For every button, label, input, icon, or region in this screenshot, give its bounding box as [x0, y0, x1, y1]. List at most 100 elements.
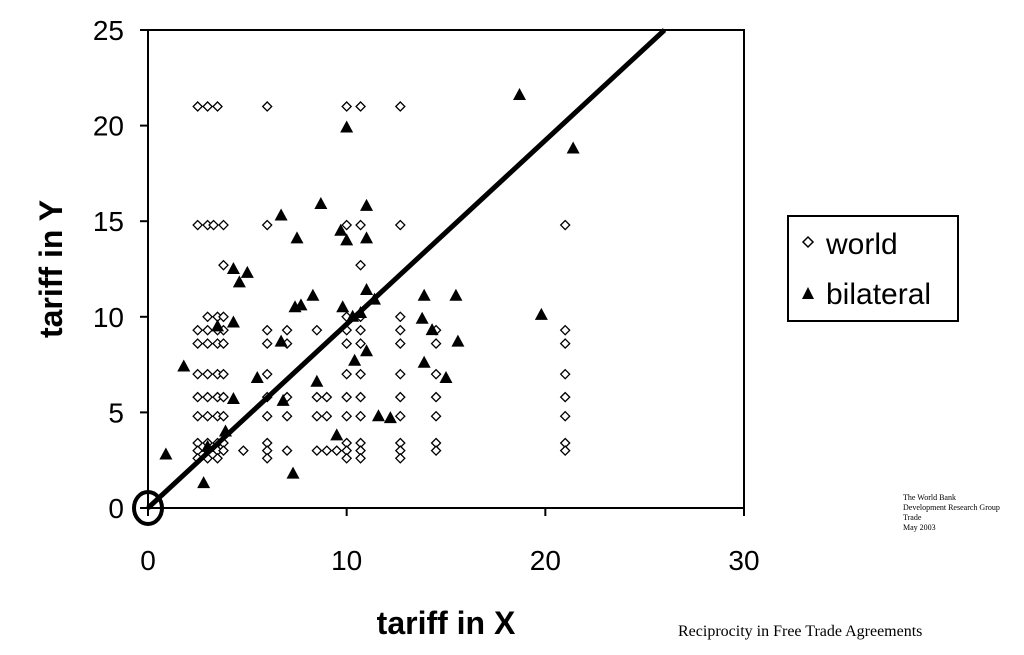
bilateral-point	[451, 334, 465, 347]
bilateral-point	[276, 393, 290, 406]
plot-frame	[147, 29, 745, 509]
world-point	[311, 410, 323, 422]
origin-highlight-circle	[132, 490, 164, 526]
reference-line	[146, 28, 667, 510]
bilateral-point	[360, 198, 374, 211]
world-point	[341, 410, 353, 422]
world-point	[281, 410, 293, 422]
x-tick-label: 30	[728, 545, 759, 576]
world-point	[430, 338, 442, 349]
bilateral-point	[425, 323, 439, 336]
x-tick-label: 10	[331, 545, 362, 576]
world-point	[261, 219, 273, 231]
x-tick-label: 0	[140, 545, 156, 576]
world-point	[261, 368, 273, 380]
publisher-line: May 2003	[903, 523, 936, 532]
bilateral-point	[211, 319, 225, 332]
bilateral-point	[226, 392, 240, 405]
bilateral-point	[336, 300, 350, 313]
bilateral-point	[334, 223, 348, 236]
world-point	[218, 338, 229, 349]
world-point	[559, 391, 571, 403]
bilateral-point	[250, 370, 264, 383]
publisher-line: Development Research Group	[903, 503, 1000, 512]
world-point	[218, 391, 229, 403]
world-point	[430, 368, 442, 380]
world-point	[559, 338, 571, 349]
publisher-line: Trade	[903, 513, 922, 522]
world-point	[355, 101, 366, 112]
world-point	[341, 391, 353, 403]
world-point	[355, 338, 366, 349]
x-tick-label: 20	[530, 545, 561, 576]
world-point	[218, 311, 229, 323]
world-point	[559, 324, 571, 336]
world-point	[192, 219, 204, 231]
bilateral-point	[340, 233, 354, 246]
y-tick-label: 20	[93, 111, 124, 142]
legend: world bilateral	[787, 215, 959, 322]
y-tick-label: 15	[93, 206, 124, 237]
bilateral-point	[360, 283, 374, 296]
world-point	[202, 311, 214, 323]
x-axis-title: tariff in X	[377, 605, 516, 641]
world-point	[202, 101, 214, 112]
bilateral-point	[417, 288, 431, 301]
world-point	[192, 101, 204, 112]
world-point	[202, 324, 214, 336]
bilateral-point	[314, 196, 328, 209]
bilateral-point	[226, 315, 240, 328]
y-axis-title: tariff in Y	[33, 200, 69, 338]
legend-bilateral-marker	[802, 287, 814, 299]
world-point	[394, 410, 406, 422]
world-point	[261, 452, 273, 464]
world-point	[218, 410, 229, 422]
world-point	[394, 391, 406, 403]
world-point	[341, 452, 353, 464]
bilateral-point	[360, 344, 374, 357]
world-point	[237, 445, 249, 457]
y-tick-label: 10	[93, 302, 124, 333]
publisher-line: The World Bank	[903, 493, 956, 502]
bilateral-point	[340, 120, 354, 133]
world-point	[394, 311, 406, 323]
world-point	[355, 391, 366, 403]
legend-box	[787, 215, 959, 322]
bilateral-point	[439, 370, 453, 383]
bilateral-point	[306, 288, 320, 301]
world-series	[192, 101, 571, 464]
world-point	[261, 324, 273, 336]
world-point	[218, 368, 229, 380]
world-point	[202, 391, 214, 403]
bilateral-point	[415, 311, 429, 324]
footer-title: Reciprocity in Free Trade Agreements	[678, 623, 923, 640]
y-tick-label: 0	[108, 493, 124, 524]
bilateral-point	[226, 262, 240, 274]
bilateral-point	[383, 411, 397, 424]
bilateral-point	[159, 447, 173, 460]
world-point	[321, 410, 333, 422]
bilateral-point	[310, 374, 324, 387]
world-point	[311, 324, 323, 336]
world-point	[341, 219, 353, 231]
world-point	[202, 368, 214, 380]
world-point	[355, 410, 366, 422]
bilateral-point	[240, 265, 254, 278]
world-point	[261, 338, 273, 349]
world-point	[281, 324, 293, 336]
bilateral-point	[232, 275, 246, 288]
world-point	[394, 338, 406, 349]
bilateral-point	[513, 88, 527, 101]
world-point	[355, 219, 366, 231]
bilateral-point	[197, 476, 211, 489]
bilateral-point	[534, 307, 548, 320]
y-axis-ticks: 0 5 10 15 20 25	[93, 15, 148, 524]
world-point	[261, 101, 273, 112]
world-point	[208, 219, 219, 231]
y-tick-label: 25	[93, 15, 124, 46]
world-point	[394, 219, 406, 231]
world-point	[430, 410, 442, 422]
bilateral-point	[360, 231, 374, 244]
world-point	[321, 391, 333, 403]
world-point	[430, 445, 442, 457]
